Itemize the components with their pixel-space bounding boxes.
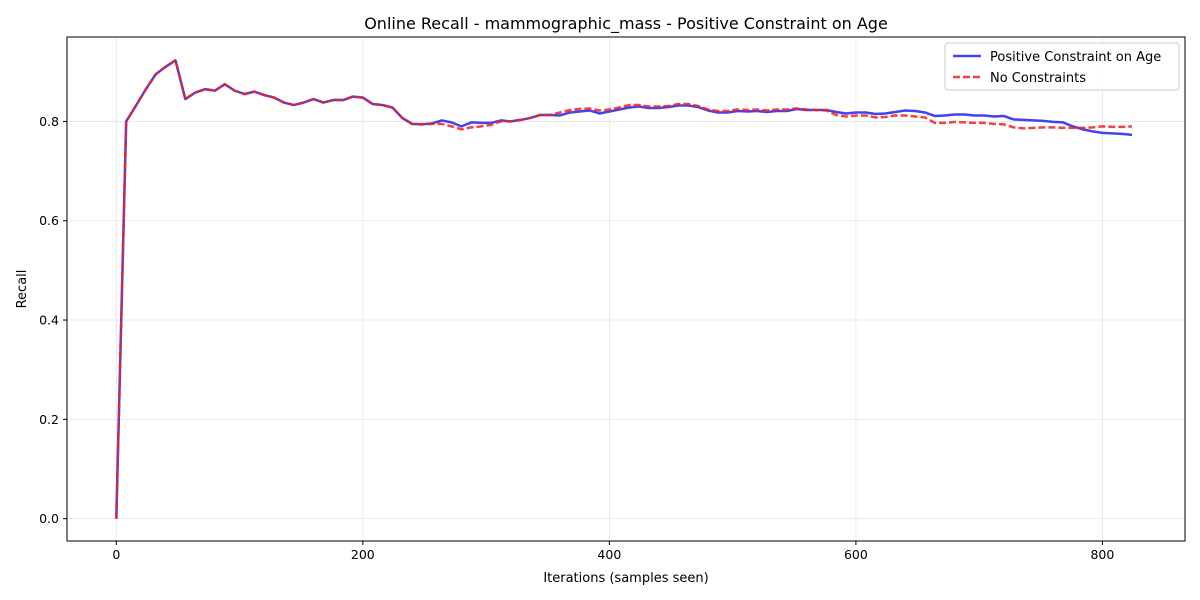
ticks: 0 200 400 600 800 0.0 0.2 0.4 0.6 0.8	[39, 114, 1114, 562]
y-tick-label: 0.2	[39, 412, 59, 427]
plot-frame	[66, 36, 1186, 542]
x-tick-label: 200	[351, 547, 375, 562]
y-tick-label: 0.6	[39, 213, 59, 228]
x-tick-label: 800	[1090, 547, 1114, 562]
legend-label-no-constraints: No Constraints	[990, 71, 1086, 86]
grid	[67, 37, 1185, 541]
x-tick-label: 600	[844, 547, 868, 562]
legend-box	[944, 42, 1180, 91]
legend-label-positive-constraint: Positive Constraint on Age	[990, 50, 1161, 65]
y-tick-label: 0.0	[39, 511, 59, 526]
y-axis-label: Recall	[15, 270, 30, 309]
legend: Positive Constraint on Age No Constraint…	[944, 42, 1180, 91]
x-axis-label: Iterations (samples seen)	[543, 571, 708, 586]
series-line-1	[115, 59, 1133, 519]
x-tick-label: 0	[112, 547, 120, 562]
x-tick-label: 400	[597, 547, 621, 562]
series-layer	[115, 59, 1133, 519]
y-tick-label: 0.8	[39, 114, 59, 129]
y-tick-label: 0.4	[39, 313, 59, 328]
chart-title: Online Recall - mammographic_mass - Posi…	[364, 14, 888, 34]
